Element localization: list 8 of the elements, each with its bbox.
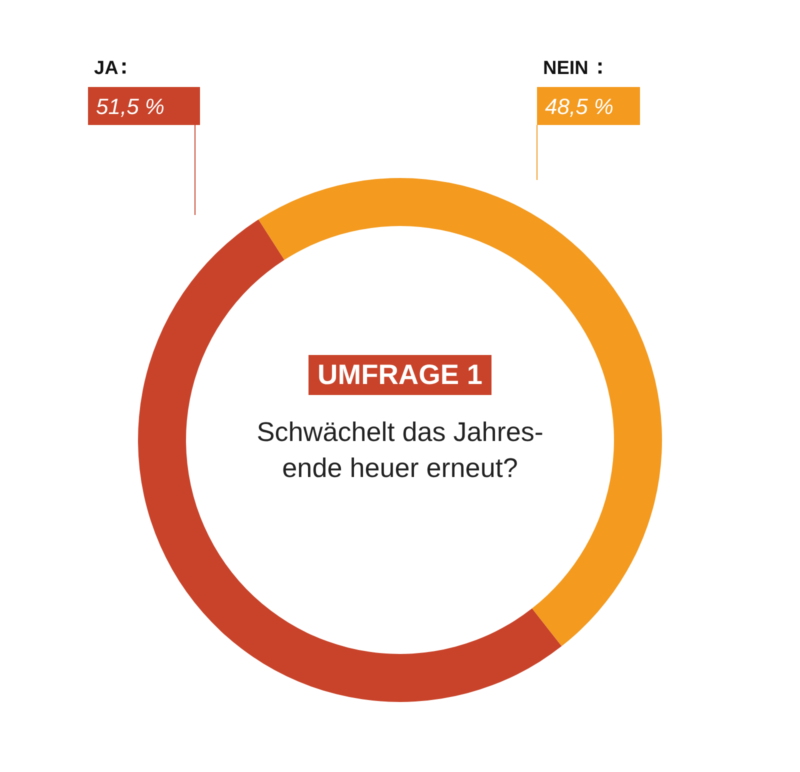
slice-label: JA (94, 58, 119, 79)
donut-slice (258, 178, 662, 646)
slice-label: NEIN (543, 58, 588, 79)
donut-slice (138, 220, 562, 702)
data-label: 48,5 % (545, 94, 614, 119)
data-label: 51,5 % (96, 94, 164, 119)
text: Schwächelt das Jahres- ende heuer erneut? (256, 417, 544, 483)
text: UMFRAGE 1 (318, 359, 482, 390)
